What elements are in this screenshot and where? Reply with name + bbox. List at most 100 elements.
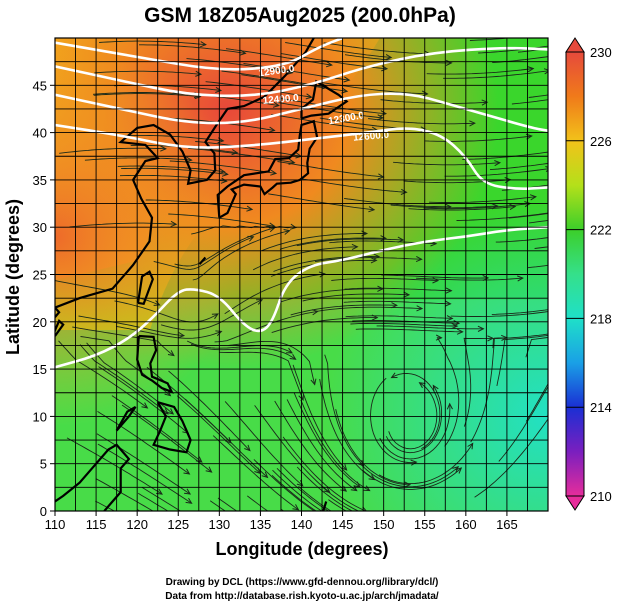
streamline-arrow xyxy=(592,299,598,304)
coastline xyxy=(300,79,349,120)
streamline-arrow xyxy=(418,382,426,389)
height-contour xyxy=(55,123,548,190)
streamline-arrow xyxy=(358,528,364,533)
streamline-arrow xyxy=(517,275,524,282)
streamline xyxy=(425,135,532,142)
streamline-arrow xyxy=(195,70,203,77)
streamline xyxy=(95,500,116,511)
coastline xyxy=(322,501,328,511)
streamline-arrow xyxy=(487,335,495,342)
streamline xyxy=(98,366,189,434)
streamline-arrow xyxy=(615,322,619,327)
y-tick-label: 35 xyxy=(33,173,47,188)
streamline-arrow xyxy=(368,206,376,213)
colorbar-top-arrow xyxy=(565,37,585,53)
streamline xyxy=(296,238,404,247)
streamline xyxy=(274,400,347,492)
streamline xyxy=(525,337,548,358)
colorbar: 210 214 218 222 226 230 xyxy=(565,37,612,511)
streamline xyxy=(469,38,513,41)
streamline xyxy=(271,317,378,334)
streamline xyxy=(360,463,459,488)
x-tick-label: 130 xyxy=(208,517,230,532)
streamline xyxy=(84,157,192,161)
x-axis-ticks: 110 115 120 125 130 135 140 145 150 155 160 165 xyxy=(45,511,518,532)
streamline xyxy=(388,382,438,450)
streamline-arrow xyxy=(221,170,229,177)
streamline xyxy=(335,408,411,486)
streamline xyxy=(378,443,474,485)
streamline-arrow xyxy=(186,548,192,553)
streamline xyxy=(492,333,548,349)
streamline-arrow xyxy=(390,372,398,379)
streamline xyxy=(444,168,548,177)
streamline-arrow xyxy=(305,93,313,100)
contour-label: 12900.0 xyxy=(258,63,296,79)
streamline-arrow xyxy=(323,486,331,494)
streamline-arrow xyxy=(571,27,577,32)
streamline-arrow xyxy=(494,160,502,167)
streamline-arrow xyxy=(380,235,388,242)
streamline xyxy=(139,44,246,54)
streamline-arrow xyxy=(170,220,178,228)
streamline-arrow xyxy=(351,243,359,251)
streamline-arrow xyxy=(371,314,379,321)
streamline xyxy=(114,300,219,323)
streamline-arrow xyxy=(376,114,384,121)
streamline-arrow xyxy=(270,169,278,176)
streamline xyxy=(94,70,202,75)
streamline xyxy=(450,311,548,317)
streamline xyxy=(323,42,431,55)
y-axis-label: Latitude (degrees) xyxy=(3,199,23,355)
coastline xyxy=(55,319,65,337)
streamline-arrow xyxy=(391,302,398,309)
streamline-arrow xyxy=(362,526,368,531)
streamline-arrow xyxy=(552,308,558,313)
streamline xyxy=(355,328,463,333)
streamline-arrow xyxy=(211,313,219,320)
streamline-arrow xyxy=(445,59,453,66)
x-tick-label: 140 xyxy=(291,517,313,532)
streamline xyxy=(362,467,462,490)
streamline xyxy=(328,499,348,511)
colorbar-body xyxy=(565,51,585,497)
streamline-arrow xyxy=(261,471,269,479)
y-tick-label: 20 xyxy=(33,315,47,330)
streamline xyxy=(97,443,192,504)
streamline xyxy=(93,93,201,98)
streamline-arrow xyxy=(435,334,443,341)
streamline-arrow xyxy=(416,305,424,312)
streamline xyxy=(72,326,175,356)
y-tick-label: 0 xyxy=(40,504,47,519)
streamline-arrow xyxy=(160,145,167,152)
streamline-arrow xyxy=(256,299,264,305)
streamline-arrow xyxy=(283,229,291,235)
x-tick-label: 120 xyxy=(126,517,148,532)
streamline-arrow xyxy=(403,291,411,298)
streamline-arrow xyxy=(298,393,304,401)
streamline-arrow xyxy=(444,300,452,307)
x-tick-label: 155 xyxy=(414,517,436,532)
streamline xyxy=(279,97,386,115)
streamline xyxy=(529,219,548,224)
streamline xyxy=(385,385,443,454)
y-tick-label: 15 xyxy=(33,362,47,377)
streamline-arrow xyxy=(167,408,175,415)
streamline-arrow xyxy=(432,384,439,392)
streamline xyxy=(498,385,548,462)
chart-title: GSM 18Z05Aug2025 (200.0hPa) xyxy=(144,4,456,27)
streamline xyxy=(224,401,304,487)
streamline-arrow xyxy=(529,194,537,201)
streamline-arrow xyxy=(446,402,453,410)
streamline xyxy=(168,370,251,451)
streamline-arrow xyxy=(227,559,233,564)
streamline-arrow xyxy=(244,444,251,452)
streamline xyxy=(253,459,315,511)
streamline-arrow xyxy=(543,68,548,75)
streamline xyxy=(491,309,548,315)
streamline xyxy=(276,467,330,511)
streamline xyxy=(228,340,316,385)
streamline-arrow xyxy=(446,315,454,322)
streamline-arrow xyxy=(220,177,228,184)
streamline-arrow xyxy=(373,253,381,260)
